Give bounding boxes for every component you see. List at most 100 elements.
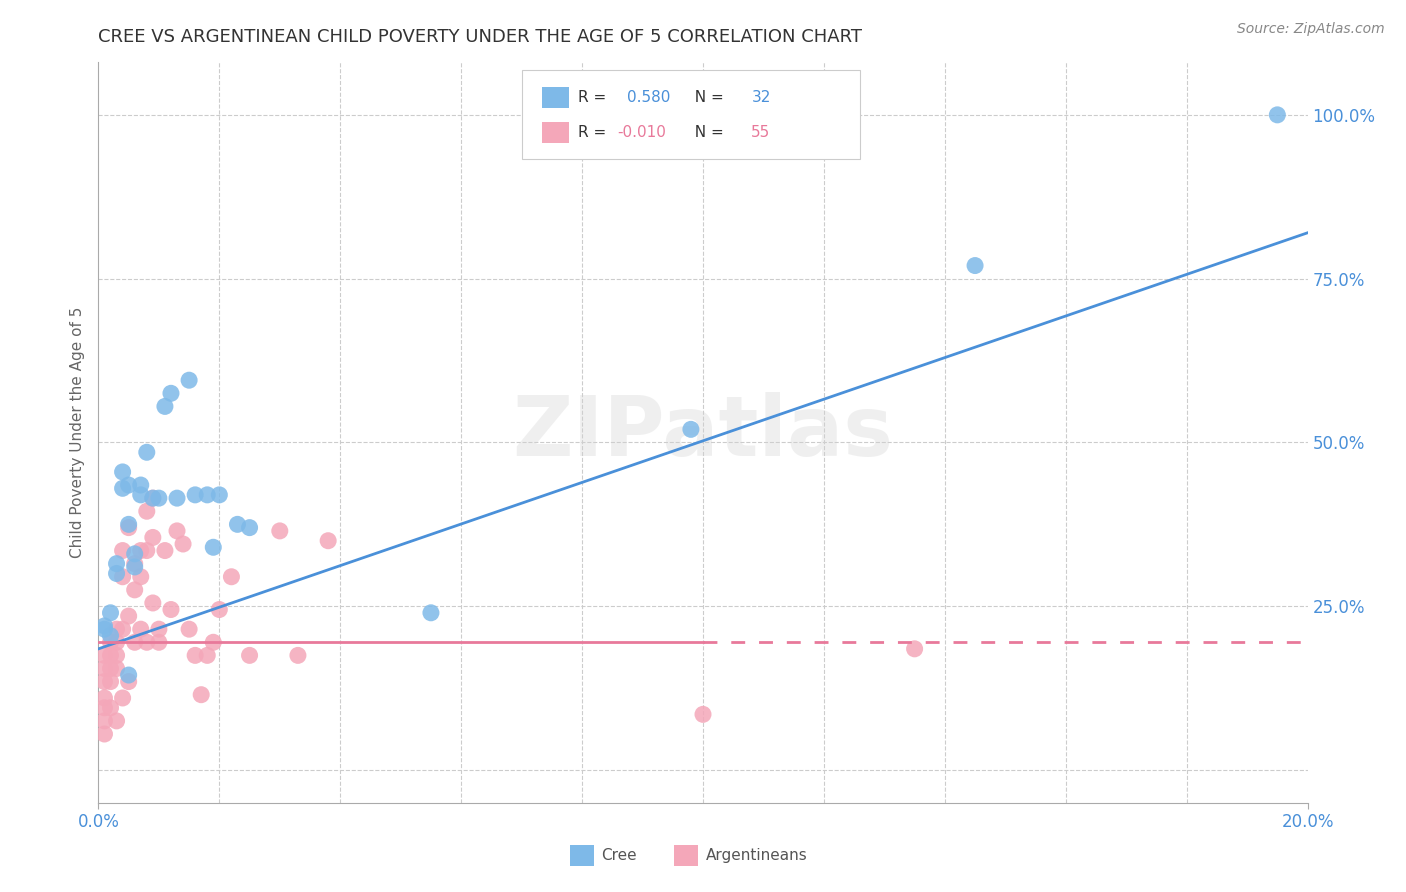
Text: CREE VS ARGENTINEAN CHILD POVERTY UNDER THE AGE OF 5 CORRELATION CHART: CREE VS ARGENTINEAN CHILD POVERTY UNDER …	[98, 28, 862, 45]
Text: -0.010: -0.010	[617, 125, 666, 140]
Point	[679, 422, 702, 436]
Point	[118, 674, 141, 689]
Point	[239, 648, 262, 663]
Point	[105, 622, 128, 636]
Point	[184, 648, 207, 663]
Point	[124, 557, 146, 571]
Point	[129, 478, 152, 492]
Point	[184, 488, 207, 502]
Point	[93, 700, 115, 714]
Point	[124, 547, 146, 561]
Text: R =: R =	[578, 90, 616, 104]
Point	[226, 517, 249, 532]
FancyBboxPatch shape	[673, 845, 699, 866]
Point	[239, 521, 262, 535]
Point	[269, 524, 291, 538]
Point	[135, 504, 157, 518]
Point	[129, 488, 152, 502]
FancyBboxPatch shape	[543, 122, 569, 143]
Point	[124, 582, 146, 597]
Point	[316, 533, 339, 548]
Point	[118, 668, 141, 682]
Point	[111, 690, 134, 705]
Text: Argentineans: Argentineans	[706, 848, 807, 863]
Point	[129, 622, 152, 636]
Point	[105, 661, 128, 675]
Point	[153, 543, 176, 558]
Point	[1267, 108, 1289, 122]
Point	[221, 570, 243, 584]
Text: N =: N =	[685, 90, 728, 104]
Point	[105, 714, 128, 728]
Point	[118, 517, 141, 532]
FancyBboxPatch shape	[522, 70, 860, 159]
FancyBboxPatch shape	[569, 845, 595, 866]
Point	[100, 674, 122, 689]
Point	[93, 714, 115, 728]
Point	[93, 622, 115, 636]
Point	[160, 602, 183, 616]
Point	[93, 619, 115, 633]
Text: N =: N =	[685, 125, 728, 140]
Point	[692, 707, 714, 722]
Point	[287, 648, 309, 663]
Point	[160, 386, 183, 401]
Point	[202, 635, 225, 649]
Point	[93, 674, 115, 689]
Text: ZIPatlas: ZIPatlas	[513, 392, 893, 473]
Point	[124, 560, 146, 574]
Point	[420, 606, 443, 620]
Text: Cree: Cree	[602, 848, 637, 863]
Text: 0.580: 0.580	[627, 90, 671, 104]
Point	[190, 688, 212, 702]
Point	[148, 622, 170, 636]
Point	[105, 557, 128, 571]
Point	[100, 606, 122, 620]
Point	[118, 478, 141, 492]
Point	[111, 543, 134, 558]
Point	[93, 648, 115, 663]
Point	[179, 622, 201, 636]
Point	[148, 635, 170, 649]
Point	[100, 635, 122, 649]
Point	[135, 445, 157, 459]
Point	[100, 700, 122, 714]
Point	[111, 465, 134, 479]
Y-axis label: Child Poverty Under the Age of 5: Child Poverty Under the Age of 5	[69, 307, 84, 558]
Point	[208, 488, 231, 502]
FancyBboxPatch shape	[543, 87, 569, 108]
Point	[111, 481, 134, 495]
Point	[166, 524, 188, 538]
Text: Source: ZipAtlas.com: Source: ZipAtlas.com	[1237, 22, 1385, 37]
Point	[105, 648, 128, 663]
Point	[100, 629, 122, 643]
Point	[208, 602, 231, 616]
Point	[142, 531, 165, 545]
Text: 55: 55	[751, 125, 770, 140]
Point	[135, 543, 157, 558]
Point	[153, 400, 176, 414]
Point	[904, 641, 927, 656]
Point	[118, 521, 141, 535]
Point	[142, 596, 165, 610]
Point	[100, 661, 122, 675]
Point	[111, 570, 134, 584]
Point	[179, 373, 201, 387]
Point	[124, 635, 146, 649]
Point	[135, 635, 157, 649]
Point	[129, 543, 152, 558]
Point	[172, 537, 194, 551]
Point	[195, 648, 218, 663]
Point	[105, 566, 128, 581]
Point	[93, 727, 115, 741]
Point	[129, 570, 152, 584]
Point	[142, 491, 165, 505]
Point	[93, 690, 115, 705]
Text: 32: 32	[751, 90, 770, 104]
Text: R =: R =	[578, 125, 612, 140]
Point	[118, 609, 141, 624]
Point	[142, 491, 165, 505]
Point	[100, 648, 122, 663]
Point	[202, 541, 225, 555]
Point	[93, 661, 115, 675]
